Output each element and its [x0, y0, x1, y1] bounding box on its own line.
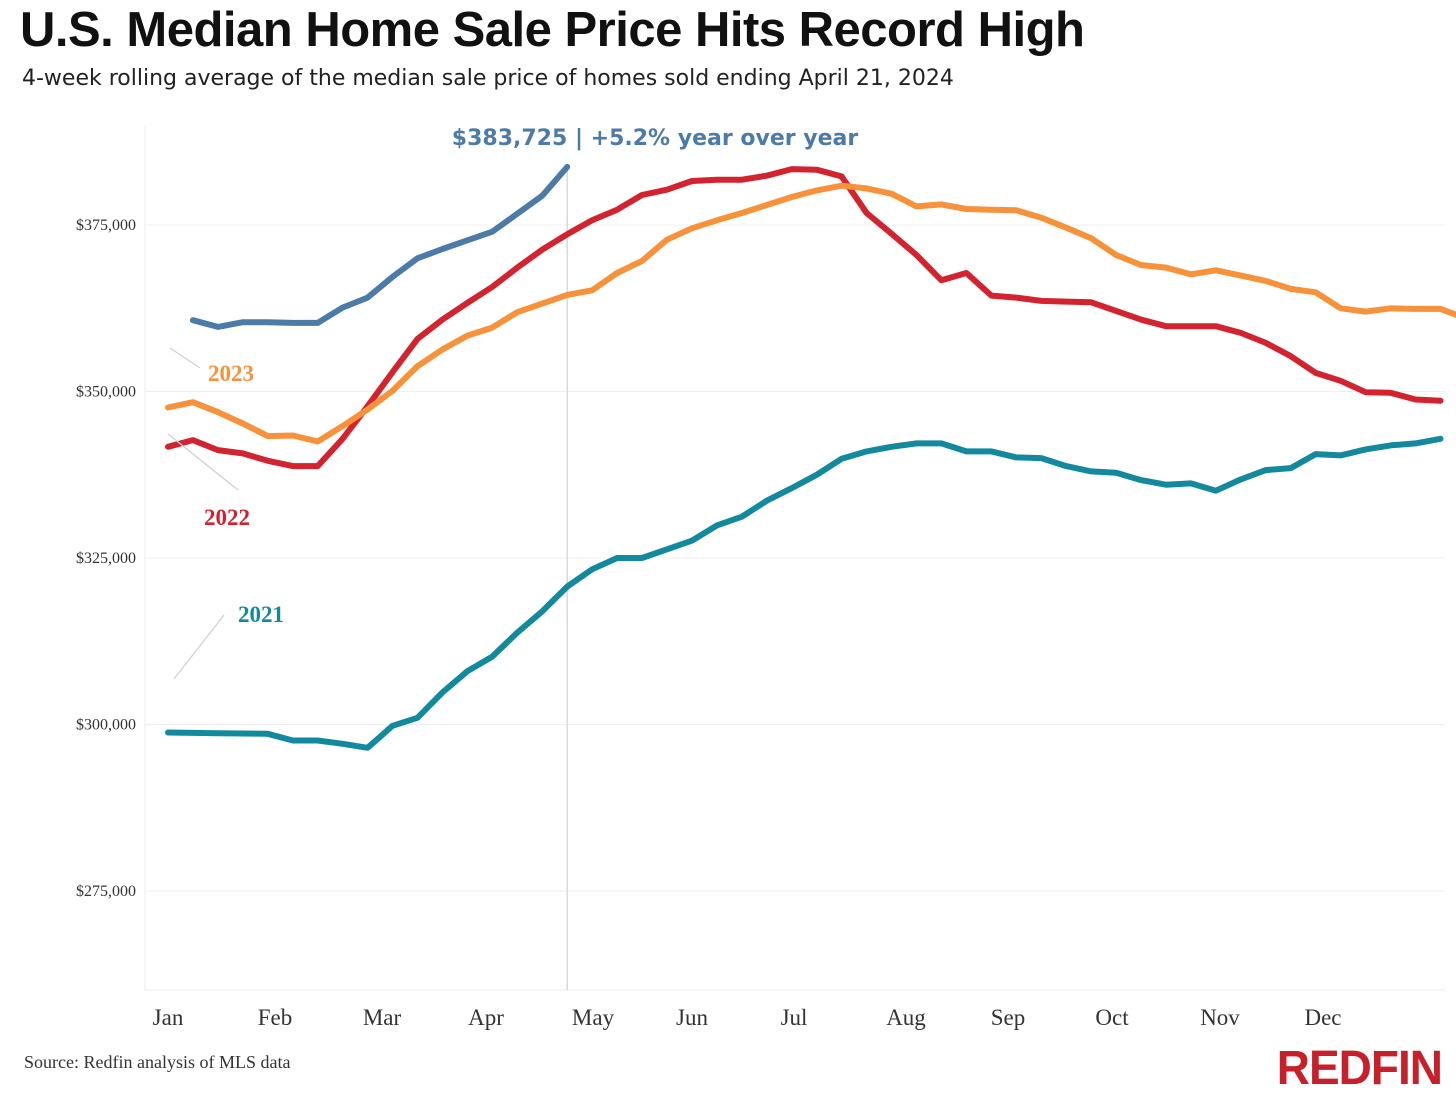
- gridlines: [144, 125, 1445, 991]
- leader-line-2021: [173, 614, 225, 680]
- x-tick-label: Mar: [363, 1005, 402, 1030]
- source-note: Source: Redfin analysis of MLS data: [24, 1052, 291, 1072]
- x-tick-label: Jun: [676, 1005, 708, 1030]
- leader-line-2022: [167, 433, 239, 491]
- series-label-2022: 2022: [204, 505, 250, 530]
- x-tick-label: Jul: [781, 1005, 808, 1030]
- leader-line-2023: [169, 347, 201, 369]
- y-tick-label: $350,000: [76, 384, 136, 401]
- x-tick-label: May: [572, 1005, 615, 1030]
- x-tick-label: Jan: [153, 1005, 184, 1030]
- x-axis-ticks: Jan Feb Mar Apr May Jun Jul Aug Sep Oct Nov Dec: [153, 1005, 1342, 1030]
- series-line-2023: [165, 182, 1456, 445]
- chart-subtitle: 4-week rolling average of the median sal…: [22, 66, 954, 91]
- series-labels: 2021 2022 2023: [167, 347, 284, 680]
- series-layer: [165, 163, 1456, 751]
- chart-title: U.S. Median Home Sale Price Hits Record …: [20, 3, 1085, 57]
- x-tick-label: Feb: [258, 1005, 293, 1030]
- series-line-2021: [165, 435, 1444, 751]
- y-tick-label: $325,000: [76, 550, 136, 567]
- x-tick-label: Nov: [1200, 1005, 1240, 1030]
- x-tick-label: Oct: [1095, 1005, 1129, 1030]
- y-tick-label: $275,000: [76, 883, 136, 900]
- y-tick-label: $375,000: [76, 217, 136, 234]
- x-tick-label: Aug: [886, 1005, 926, 1030]
- x-tick-label: Sep: [991, 1005, 1026, 1030]
- series-line-2024: [189, 163, 571, 330]
- x-tick-label: Dec: [1304, 1005, 1341, 1030]
- series-line-2022: [165, 166, 1444, 470]
- latest-value-annotation: $383,725 | +5.2% year over year: [452, 126, 859, 151]
- series-label-2023: 2023: [208, 361, 254, 386]
- annotation-layer: $383,725 | +5.2% year over year: [452, 126, 859, 990]
- series-label-2021: 2021: [238, 602, 284, 627]
- y-tick-label: $300,000: [76, 717, 136, 734]
- x-tick-label: Apr: [468, 1005, 504, 1030]
- redfin-logo: REDFIN: [1276, 1039, 1443, 1095]
- y-axis-ticks: $275,000 $300,000 $325,000 $350,000 $375,000: [76, 217, 136, 900]
